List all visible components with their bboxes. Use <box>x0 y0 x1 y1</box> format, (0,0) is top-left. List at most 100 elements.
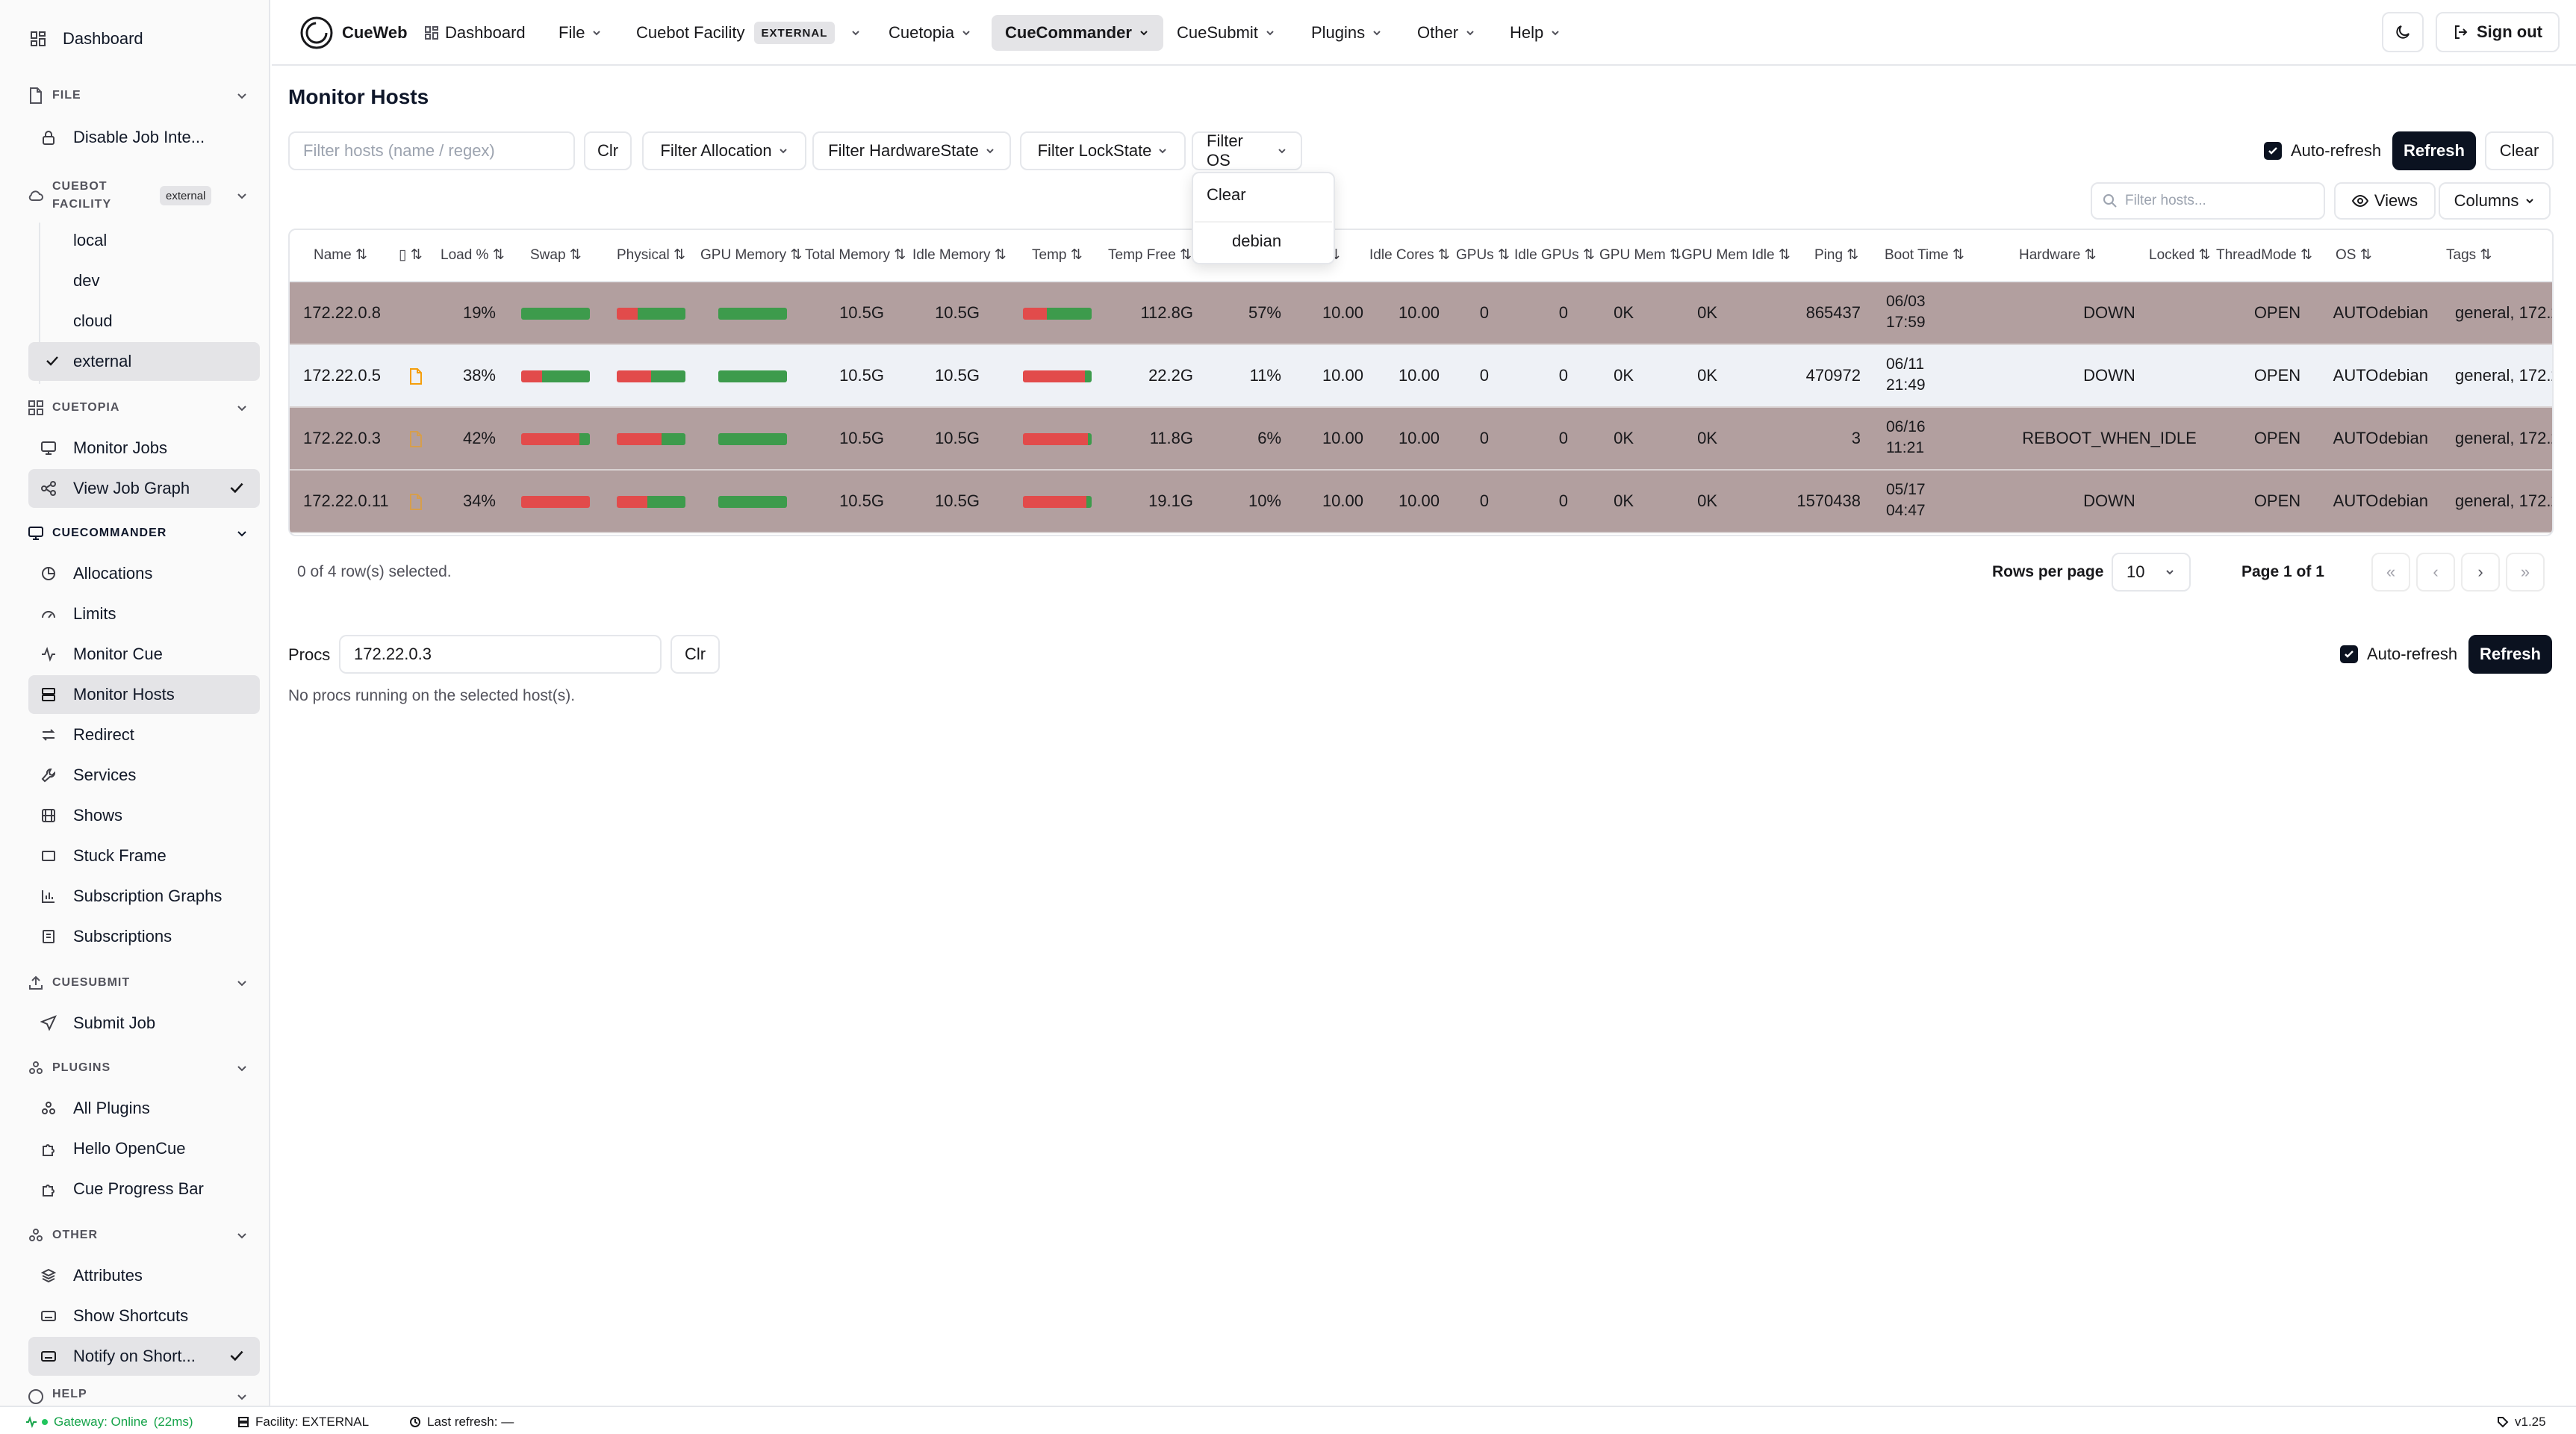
sidebar-item-stuck-frame[interactable]: Stuck Frame <box>28 836 260 875</box>
sidebar-item-view-job-graph[interactable]: View Job Graph <box>28 469 260 508</box>
nav-cuecommander[interactable]: CueCommander <box>992 15 1163 51</box>
auto-refresh-checkbox[interactable] <box>2264 142 2282 160</box>
prev-page-button[interactable]: ‹ <box>2416 553 2455 592</box>
sidebar-item-monitor-hosts[interactable]: Monitor Hosts <box>28 675 260 714</box>
sidebar-item-shows[interactable]: Shows <box>28 796 260 835</box>
clear-button[interactable]: Clear <box>2485 131 2554 170</box>
col-gpu-memory[interactable]: GPU Memory ⇅ <box>700 247 803 263</box>
section-cuetopia[interactable]: CUETOPIA <box>24 393 260 423</box>
col-gpus[interactable]: GPUs ⇅ <box>1456 247 1510 263</box>
col-ping[interactable]: Ping ⇅ <box>1814 247 1859 263</box>
sidebar-item-allocations[interactable]: Allocations <box>28 554 260 593</box>
sidebar-item-services[interactable]: Services <box>28 756 260 795</box>
section-cuesubmit[interactable]: CUESUBMIT <box>24 968 260 998</box>
note-icon[interactable] <box>408 493 424 511</box>
col-temp[interactable]: Temp ⇅ <box>1032 247 1083 263</box>
col-name[interactable]: Name ⇅ <box>314 247 367 263</box>
procs-host-input[interactable]: 172.22.0.3 <box>339 635 662 674</box>
sidebar-item-limits[interactable]: Limits <box>28 595 260 633</box>
note-icon[interactable] <box>408 367 424 385</box>
rows-per-page-select[interactable]: 10 <box>2112 553 2191 592</box>
col-total-memory[interactable]: Total Memory ⇅ <box>805 247 906 263</box>
table-row[interactable]: 172.22.0.8 19% 10.5G 10.5G 112.8G 57% 10.00 10.… <box>290 282 2552 345</box>
sidebar-item-submit-job[interactable]: Submit Job <box>28 1004 260 1043</box>
table-row[interactable]: 172.22.0.5 38% 10.5G 10.5G 22.2G 11% 10.00 10.0… <box>290 345 2552 408</box>
col-physical[interactable]: Physical ⇅ <box>617 247 685 263</box>
col-idle-cores[interactable]: Idle Cores ⇅ <box>1369 247 1450 263</box>
sidebar-item-notify-on-shortcuts[interactable]: Notify on Short... <box>28 1337 260 1376</box>
section-cuebot-facility[interactable]: CUEBOT FACILITY external <box>24 173 260 218</box>
col-tags[interactable]: Tags ⇅ <box>2446 247 2492 263</box>
facility-item-external[interactable]: external <box>28 342 260 381</box>
section-cuecommander[interactable]: CUECOMMANDER <box>24 518 260 548</box>
col-temp-free[interactable]: Temp Free ⇅ <box>1108 247 1192 263</box>
dropdown-clear[interactable]: Clear <box>1207 185 1246 204</box>
col-idle-gpus[interactable]: Idle GPUs ⇅ <box>1514 247 1595 263</box>
note-icon[interactable] <box>408 430 424 448</box>
col-hardware[interactable]: Hardware ⇅ <box>2019 247 2097 263</box>
sidebar-item-show-shortcuts[interactable]: Show Shortcuts <box>28 1297 260 1335</box>
section-file[interactable]: FILE <box>24 81 260 111</box>
col-boot-time[interactable]: Boot Time ⇅ <box>1885 247 1964 263</box>
filter-allocation-button[interactable]: Filter Allocation <box>642 131 806 170</box>
brand[interactable]: CueWeb <box>287 15 421 51</box>
nav-cuebot-facility[interactable]: Cuebot Facility EXTERNAL <box>623 15 875 51</box>
sidebar-item-label: Stuck Frame <box>73 846 167 865</box>
nav-help[interactable]: Help <box>1496 15 1575 51</box>
section-other[interactable]: OTHER <box>24 1220 260 1250</box>
nav-plugins[interactable]: Plugins <box>1298 15 1396 51</box>
views-button[interactable]: Views <box>2334 182 2436 220</box>
sidebar-item-disable-job[interactable]: Disable Job Inte... <box>28 118 260 157</box>
col-swap[interactable]: Swap ⇅ <box>530 247 582 263</box>
sidebar-item-cue-progress-bar[interactable]: Cue Progress Bar <box>28 1170 260 1208</box>
facility-item-dev[interactable]: dev <box>46 261 260 300</box>
procs-auto-refresh-checkbox[interactable] <box>2340 645 2358 663</box>
section-help[interactable]: HELP <box>24 1388 260 1406</box>
col-notes[interactable]: ▯ ⇅ <box>399 247 423 263</box>
sidebar-item-monitor-jobs[interactable]: Monitor Jobs <box>28 429 260 468</box>
last-page-button[interactable]: » <box>2506 553 2545 592</box>
col-load[interactable]: Load % ⇅ <box>441 247 505 263</box>
col-threadmode[interactable]: ThreadMode ⇅ <box>2216 247 2312 263</box>
sidebar-item-attributes[interactable]: Attributes <box>28 1256 260 1295</box>
theme-toggle-button[interactable] <box>2382 12 2424 52</box>
columns-button[interactable]: Columns <box>2439 182 2551 220</box>
chevron-down-icon <box>237 193 246 199</box>
filter-lockstate-button[interactable]: Filter LockState <box>1020 131 1186 170</box>
section-plugins[interactable]: PLUGINS <box>24 1053 260 1083</box>
sidebar-item-hello-opencue[interactable]: Hello OpenCue <box>28 1129 260 1168</box>
sidebar-item-subscription-graphs[interactable]: Subscription Graphs <box>28 877 260 916</box>
refresh-button[interactable]: Refresh <box>2392 131 2476 170</box>
sidebar-item-monitor-cue[interactable]: Monitor Cue <box>28 635 260 674</box>
nav-file[interactable]: File <box>545 15 616 51</box>
nav-dashboard[interactable]: Dashboard <box>411 15 539 51</box>
filter-os-button[interactable]: Filter OS <box>1192 131 1302 170</box>
host-filter-input[interactable]: Filter hosts (name / regex) <box>288 131 575 170</box>
facility-item-cloud[interactable]: cloud <box>46 302 260 341</box>
col-os[interactable]: OS ⇅ <box>2336 247 2372 263</box>
filter-hardware-button[interactable]: Filter HardwareState <box>812 131 1011 170</box>
table-row[interactable]: 172.22.0.11 34% 10.5G 10.5G 19.1G 10% 10.00 10.… <box>290 471 2552 533</box>
col-gpu-mem-idle[interactable]: GPU Mem Idle ⇅ <box>1681 247 1791 263</box>
col-gpu-mem[interactable]: GPU Mem ⇅ <box>1599 247 1681 263</box>
nav-other[interactable]: Other <box>1404 15 1490 51</box>
sidebar-item-redirect[interactable]: Redirect <box>28 716 260 754</box>
col-idle-memory[interactable]: Idle Memory ⇅ <box>912 247 1007 263</box>
clr-button[interactable]: Clr <box>584 131 632 170</box>
sign-out-button[interactable]: Sign out <box>2436 12 2560 52</box>
col-locked[interactable]: Locked ⇅ <box>2149 247 2211 263</box>
sidebar-item-dashboard[interactable]: Dashboard <box>18 19 249 58</box>
facility-item-local[interactable]: local <box>46 221 260 260</box>
first-page-button[interactable]: « <box>2371 553 2410 592</box>
procs-refresh-button[interactable]: Refresh <box>2468 635 2552 674</box>
table-row[interactable]: 172.22.0.3 42% 10.5G 10.5G 11.8G 6% 10.00 10.00… <box>290 408 2552 471</box>
next-page-button[interactable]: › <box>2461 553 2500 592</box>
nav-cuetopia[interactable]: Cuetopia <box>875 15 986 51</box>
sidebar-item-subscriptions[interactable]: Subscriptions <box>28 917 260 956</box>
bar-chart-icon <box>39 887 58 906</box>
procs-clr-button[interactable]: Clr <box>671 635 720 674</box>
dropdown-option-debian[interactable]: debian <box>1232 232 1282 250</box>
nav-cuesubmit[interactable]: CueSubmit <box>1163 15 1289 51</box>
sidebar-item-all-plugins[interactable]: All Plugins <box>28 1089 260 1128</box>
filter-hosts-search[interactable]: Filter hosts... <box>2091 182 2325 220</box>
